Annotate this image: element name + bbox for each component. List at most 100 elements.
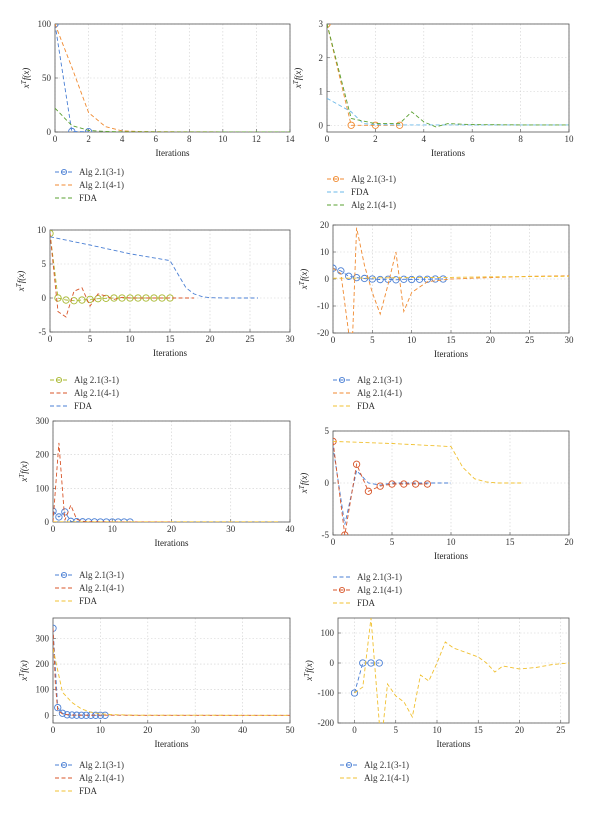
data-point bbox=[341, 531, 349, 535]
series-line-3 bbox=[333, 275, 569, 279]
y-tick-label: 100 bbox=[38, 19, 52, 29]
series-group bbox=[327, 24, 569, 129]
x-tick-label: 5 bbox=[370, 335, 375, 345]
data-point bbox=[368, 275, 376, 283]
x-tick-label: 4 bbox=[422, 134, 427, 144]
data-point bbox=[68, 127, 76, 132]
x-tick-label: 30 bbox=[226, 524, 236, 534]
y-tick-label: -100 bbox=[318, 688, 335, 698]
legend-label: Alg 2.1(4-1) bbox=[79, 773, 124, 783]
series-line-1 bbox=[354, 662, 380, 694]
y-tick-label: 0 bbox=[45, 517, 50, 527]
y-tick-label: 5 bbox=[325, 426, 330, 436]
legend-label: Alg 2.1(4-1) bbox=[351, 200, 396, 210]
x-axis-label: Iterations bbox=[431, 148, 465, 158]
y-tick-label: -10 bbox=[317, 301, 329, 311]
x-tick-label: 0 bbox=[48, 334, 53, 344]
legend-label: Alg 2.1(4-1) bbox=[79, 180, 124, 190]
data-point bbox=[392, 276, 400, 284]
x-tick-label: 8 bbox=[518, 134, 523, 144]
data-point bbox=[364, 487, 373, 495]
data-point bbox=[388, 480, 396, 488]
legend-label: Alg 2.1(3-1) bbox=[74, 375, 119, 385]
data-point bbox=[86, 295, 94, 304]
data-point bbox=[55, 513, 63, 521]
legend-label: FDA bbox=[357, 598, 376, 608]
x-tick-label: 6 bbox=[153, 134, 158, 144]
legend: Alg 2.1(3-1) Alg 2.1(4-1) FDA bbox=[55, 167, 124, 203]
y-tick-label: -20 bbox=[317, 328, 329, 338]
y-tick-label: 50 bbox=[42, 73, 52, 83]
data-point bbox=[63, 711, 71, 719]
legend-label: FDA bbox=[357, 401, 376, 411]
series-line-3 bbox=[333, 440, 522, 484]
data-point bbox=[395, 121, 404, 129]
legend-label: FDA bbox=[79, 596, 98, 606]
y-tick-label: 0 bbox=[42, 293, 47, 303]
data-point bbox=[415, 275, 424, 283]
data-point bbox=[82, 711, 90, 719]
legend-label: Alg 2.1(3-1) bbox=[364, 760, 409, 770]
y-axis-label: xTf(x) bbox=[292, 68, 303, 89]
legend-label: Alg 2.1(4-1) bbox=[357, 388, 402, 398]
legend-label: Alg 2.1(4-1) bbox=[74, 388, 119, 398]
chart-panel-5: 0 10 20 30 40 0 100 200 300 Iterations xTf(x) Alg 2… bbox=[18, 416, 295, 606]
legend-label: Alg 2.1(4-1) bbox=[357, 585, 402, 595]
legend-label: FDA bbox=[74, 401, 93, 411]
x-tick-label: 25 bbox=[556, 725, 566, 735]
x-tick-label: 10 bbox=[407, 335, 417, 345]
x-tick-label: 0 bbox=[51, 524, 56, 534]
x-tick-label: 5 bbox=[394, 725, 399, 735]
data-point bbox=[423, 480, 432, 488]
y-tick-label: 3 bbox=[319, 19, 324, 29]
series-line-2 bbox=[333, 227, 569, 333]
data-point bbox=[84, 128, 93, 132]
x-tick-label: 0 bbox=[352, 725, 357, 735]
y-tick-label: 100 bbox=[36, 483, 50, 493]
x-tick-label: 10 bbox=[108, 524, 118, 534]
y-axis-label: xTf(x) bbox=[18, 660, 29, 681]
data-point bbox=[50, 230, 54, 238]
chart-panel-8: 0 5 10 15 20 25 -200 -100 0 100 Iterations xTf(x) Al… bbox=[303, 617, 570, 783]
y-tick-label: 300 bbox=[36, 416, 50, 426]
x-tick-label: 25 bbox=[246, 334, 256, 344]
series-line-3 bbox=[50, 236, 258, 299]
y-tick-label: -5 bbox=[322, 530, 330, 540]
axes-box bbox=[326, 23, 570, 133]
x-tick-label: 8 bbox=[187, 134, 192, 144]
x-tick-label: 30 bbox=[286, 334, 296, 344]
x-axis-label: Iterations bbox=[434, 349, 468, 359]
series-group bbox=[333, 437, 522, 535]
data-point bbox=[423, 275, 432, 283]
x-tick-label: 20 bbox=[143, 725, 153, 735]
y-tick-label: 10 bbox=[320, 247, 330, 257]
x-tick-label: 10 bbox=[565, 134, 575, 144]
x-tick-label: 0 bbox=[325, 134, 330, 144]
x-tick-label: 5 bbox=[88, 334, 93, 344]
series-line-1 bbox=[50, 233, 170, 302]
x-tick-label: 15 bbox=[474, 725, 484, 735]
chart-panel-1: 0 2 4 6 8 10 12 14 0 50 100 Iterations xTf(x) Alg 2.1… bbox=[20, 19, 295, 203]
y-tick-label: 200 bbox=[36, 659, 50, 669]
data-point bbox=[102, 294, 110, 302]
y-axis-label: xTf(x) bbox=[20, 68, 31, 89]
legend-swatch-marker bbox=[60, 168, 68, 176]
series-line-2 bbox=[50, 233, 194, 318]
x-tick-label: 15 bbox=[506, 537, 516, 547]
x-tick-label: 20 bbox=[515, 725, 525, 735]
legend-swatch-marker bbox=[345, 761, 353, 769]
x-tick-label: 25 bbox=[525, 335, 535, 345]
series-group bbox=[53, 624, 290, 719]
y-tick-label: 5 bbox=[42, 259, 47, 269]
legend-swatch-marker bbox=[60, 571, 68, 579]
data-point bbox=[53, 624, 57, 632]
x-tick-label: 10 bbox=[126, 334, 136, 344]
data-point bbox=[400, 275, 408, 283]
legend: Alg 2.1(3-1) Alg 2.1(4-1) FDA bbox=[333, 572, 402, 608]
data-point bbox=[350, 689, 359, 697]
legend-swatch-marker bbox=[55, 376, 63, 384]
y-tick-label: 1 bbox=[319, 87, 324, 97]
y-axis-label: xTf(x) bbox=[303, 660, 314, 681]
legend-label: Alg 2.1(3-1) bbox=[79, 167, 124, 177]
data-point bbox=[411, 480, 420, 488]
